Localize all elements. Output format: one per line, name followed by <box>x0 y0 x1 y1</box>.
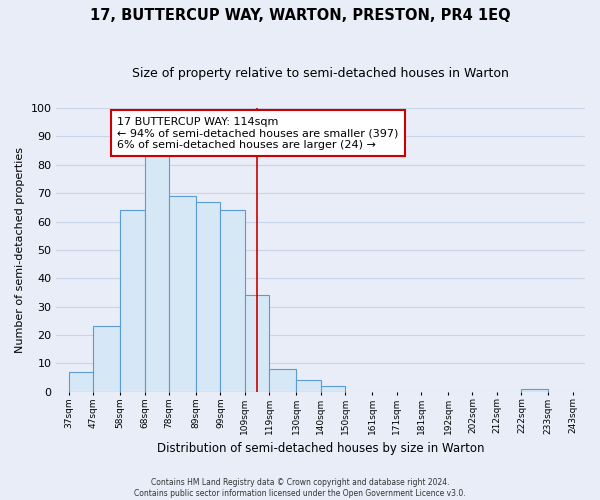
Title: Size of property relative to semi-detached houses in Warton: Size of property relative to semi-detach… <box>132 68 509 80</box>
Bar <box>245 296 269 392</box>
Bar <box>220 210 245 392</box>
X-axis label: Distribution of semi-detached houses by size in Warton: Distribution of semi-detached houses by … <box>157 442 484 455</box>
Bar <box>196 202 220 392</box>
Bar <box>68 372 93 392</box>
Bar <box>269 369 296 392</box>
Text: 17 BUTTERCUP WAY: 114sqm
← 94% of semi-detached houses are smaller (397)
6% of s: 17 BUTTERCUP WAY: 114sqm ← 94% of semi-d… <box>117 116 398 150</box>
Bar <box>296 380 321 392</box>
Bar <box>321 386 345 392</box>
Bar <box>93 326 120 392</box>
Bar <box>521 389 548 392</box>
Bar <box>145 156 169 392</box>
Text: Contains HM Land Registry data © Crown copyright and database right 2024.
Contai: Contains HM Land Registry data © Crown c… <box>134 478 466 498</box>
Y-axis label: Number of semi-detached properties: Number of semi-detached properties <box>15 147 25 353</box>
Bar <box>120 210 145 392</box>
Bar <box>169 196 196 392</box>
Text: 17, BUTTERCUP WAY, WARTON, PRESTON, PR4 1EQ: 17, BUTTERCUP WAY, WARTON, PRESTON, PR4 … <box>89 8 511 22</box>
